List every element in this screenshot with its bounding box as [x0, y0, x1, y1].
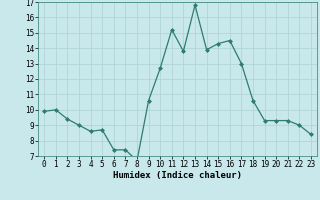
- X-axis label: Humidex (Indice chaleur): Humidex (Indice chaleur): [113, 171, 242, 180]
